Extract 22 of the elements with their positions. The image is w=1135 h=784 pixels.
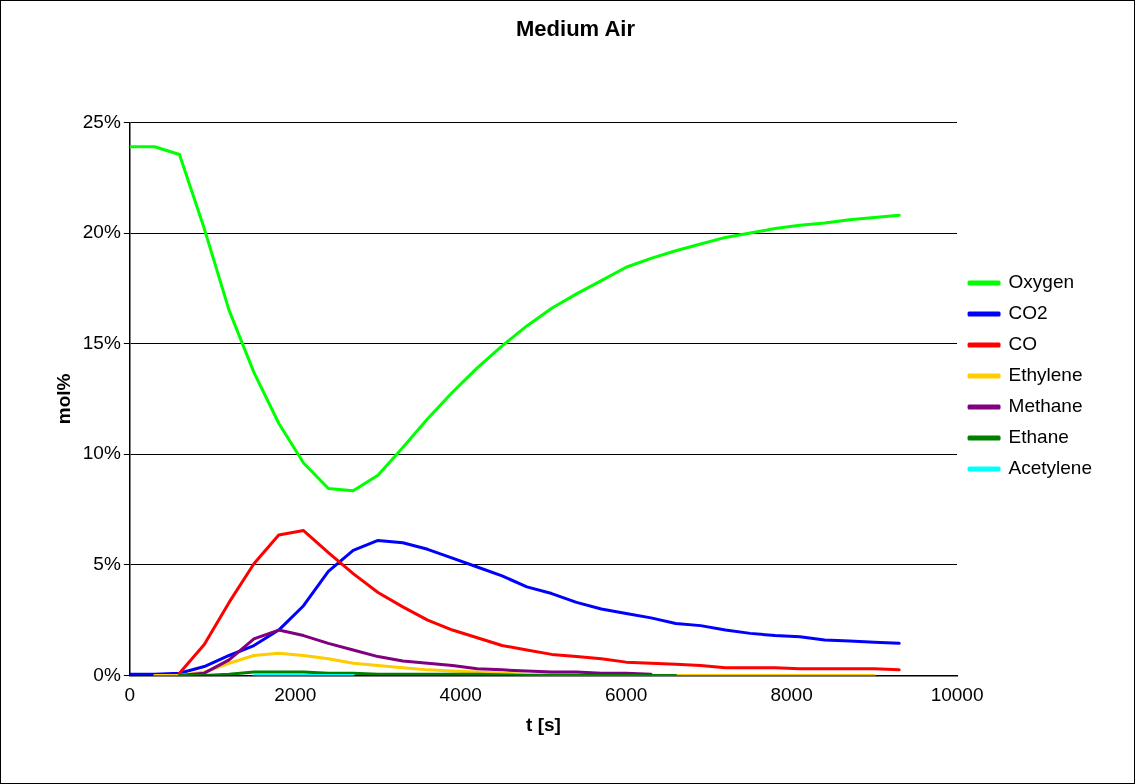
y-tick-label: 20%: [82, 221, 121, 243]
y-tick-label: 0%: [93, 663, 121, 685]
legend-label: CO2: [1008, 302, 1048, 324]
legend-label: Acetylene: [1008, 457, 1093, 479]
legend-label: Methane: [1008, 395, 1083, 417]
y-tick-label: 25%: [82, 110, 121, 132]
legend-label: Oxygen: [1008, 271, 1075, 293]
x-tick-label: 4000: [439, 684, 482, 706]
x-axis-title: t [s]: [526, 713, 561, 735]
legend-label: CO: [1008, 333, 1038, 355]
x-tick-label: 2000: [274, 684, 317, 706]
y-tick-label: 10%: [82, 442, 121, 464]
legend-label: Ethane: [1008, 426, 1069, 448]
y-tick-label: 15%: [82, 331, 121, 353]
y-tick-label: 5%: [93, 553, 121, 575]
x-tick-label: 10000: [930, 684, 984, 706]
x-tick-label: 6000: [605, 684, 648, 706]
x-tick-label: 0: [124, 684, 136, 706]
y-axis-title: mol%: [52, 373, 74, 425]
x-tick-label: 8000: [770, 684, 813, 706]
legend-label: Ethylene: [1008, 364, 1083, 386]
chart-title: Medium Air: [516, 16, 636, 42]
